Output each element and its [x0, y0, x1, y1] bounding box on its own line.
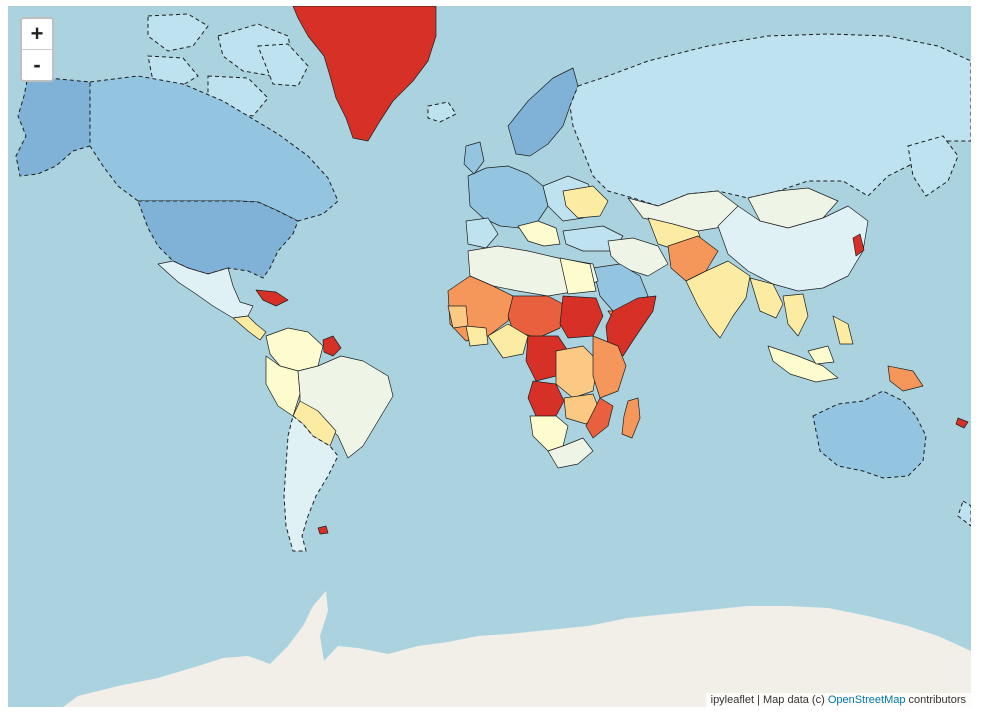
russia[interactable]: [569, 33, 971, 207]
indochina[interactable]: [782, 293, 809, 337]
guyana-region[interactable]: [322, 335, 342, 357]
zoom-control: + -: [20, 17, 54, 82]
kamchatka[interactable]: [907, 135, 959, 197]
greenland[interactable]: [292, 6, 437, 142]
attribution-suffix: contributors: [905, 694, 966, 706]
zoom-in-button[interactable]: +: [22, 19, 52, 49]
openstreetmap-link[interactable]: OpenStreetMap: [827, 694, 906, 706]
attribution-prefix: ipyleaflet | Map data (c): [710, 694, 828, 706]
iceland[interactable]: [427, 101, 457, 123]
map-container[interactable]: + - ipyleaflet | Map data (c) OpenStreet…: [8, 6, 971, 707]
madagascar[interactable]: [621, 397, 641, 439]
arctic-archipelago: [147, 13, 309, 117]
india[interactable]: [685, 260, 751, 339]
united-states[interactable]: [137, 200, 299, 279]
map-attribution: ipyleaflet | Map data (c) OpenStreetMap …: [705, 693, 971, 707]
new-zealand[interactable]: [957, 500, 971, 527]
ukraine[interactable]: [562, 185, 609, 219]
myanmar-region[interactable]: [749, 277, 784, 319]
canada[interactable]: [89, 75, 339, 222]
map-tile-layer[interactable]: [8, 6, 971, 707]
korea[interactable]: [852, 233, 865, 257]
nigeria-region[interactable]: [487, 323, 529, 359]
balkans-italy[interactable]: [517, 220, 561, 247]
peru-ecuador[interactable]: [265, 355, 301, 417]
cuba[interactable]: [255, 289, 289, 307]
papua-new-guinea[interactable]: [887, 365, 924, 392]
zoom-out-button[interactable]: -: [22, 49, 52, 80]
south-africa[interactable]: [547, 437, 594, 469]
uk-ireland[interactable]: [463, 141, 485, 175]
antarctica: [63, 591, 971, 707]
iberia[interactable]: [465, 217, 499, 249]
indonesia-philippines[interactable]: [767, 315, 854, 383]
mozambique[interactable]: [585, 397, 614, 439]
central-america[interactable]: [232, 315, 267, 341]
west-coast-states[interactable]: [447, 305, 489, 347]
argentina-chile[interactable]: [283, 415, 339, 552]
horn-of-africa[interactable]: [605, 295, 657, 357]
western-europe[interactable]: [467, 165, 549, 229]
sahel-central[interactable]: [507, 295, 564, 339]
east-africa[interactable]: [592, 335, 627, 399]
australia[interactable]: [812, 390, 927, 479]
falklands[interactable]: [317, 525, 329, 535]
mexico[interactable]: [157, 260, 254, 319]
solomon-islands[interactable]: [955, 417, 969, 429]
egypt[interactable]: [559, 257, 597, 295]
